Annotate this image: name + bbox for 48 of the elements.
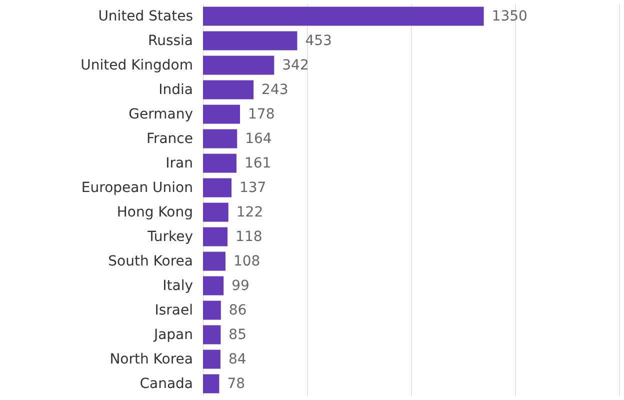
bar (203, 129, 238, 148)
data-label: 78 (227, 376, 246, 392)
y-tick-label: Iran (166, 155, 193, 172)
y-tick-label: European Union (81, 180, 193, 196)
data-label: 137 (239, 180, 266, 196)
bar (203, 31, 298, 50)
y-tick-label: Canada (140, 376, 193, 392)
data-label: 122 (236, 204, 264, 220)
y-tick-label: India (158, 82, 193, 98)
data-label: 453 (305, 32, 332, 49)
data-label: 1350 (492, 8, 528, 24)
data-label: 85 (228, 326, 247, 343)
y-tick-label: Japan (152, 326, 193, 343)
y-tick-label: Israel (154, 302, 193, 318)
y-tick-label: Hong Kong (116, 204, 193, 220)
y-tick-label: South Korea (108, 253, 193, 270)
data-label: 118 (236, 228, 262, 245)
bar (203, 252, 226, 271)
y-tick-label: Turkey (146, 228, 193, 245)
data-label: 108 (233, 253, 260, 270)
data-label: 342 (282, 57, 309, 74)
bar (203, 374, 220, 394)
data-label: 243 (262, 82, 288, 98)
y-tick-label: United States (98, 8, 193, 24)
data-label: 84 (228, 351, 246, 368)
data-label: 86 (228, 302, 247, 318)
y-tick-label: Italy (162, 278, 193, 294)
bar (203, 56, 274, 75)
bar (203, 154, 236, 173)
y-tick-label: Russia (148, 32, 193, 49)
bar (203, 80, 254, 100)
bar (203, 227, 228, 246)
bar (203, 276, 224, 296)
data-label: 161 (244, 155, 272, 172)
y-tick-label: Germany (128, 106, 193, 122)
bar (203, 6, 484, 26)
y-tick-label: France (146, 130, 193, 147)
bar (203, 178, 232, 198)
bar (203, 104, 240, 124)
data-label: 164 (245, 130, 272, 147)
data-label: 99 (232, 278, 250, 294)
data-label: 178 (248, 106, 275, 122)
bar (203, 202, 228, 222)
bar (203, 300, 221, 320)
bar (203, 350, 220, 369)
bar (203, 325, 221, 344)
y-tick-label: United Kingdom (80, 57, 193, 74)
y-tick-label: North Korea (110, 351, 193, 368)
